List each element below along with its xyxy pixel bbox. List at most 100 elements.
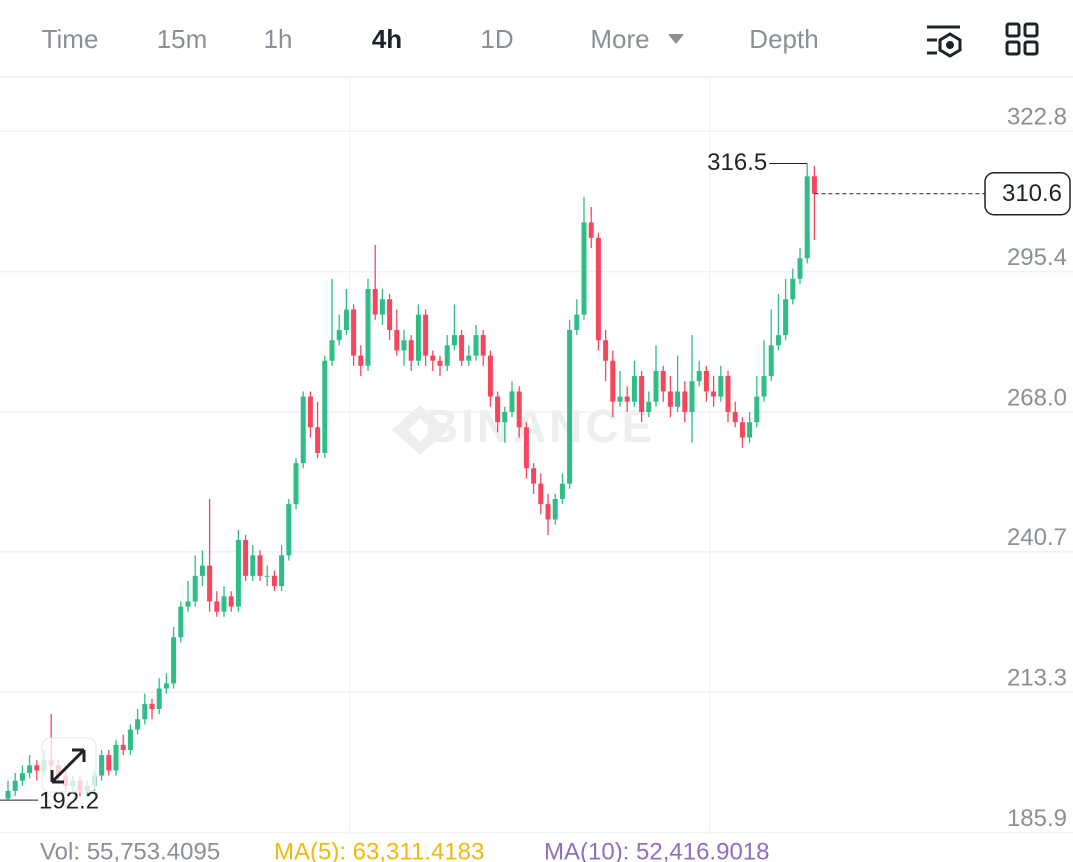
candle-body <box>574 314 580 330</box>
candle-body <box>243 539 249 576</box>
candle-body <box>516 391 522 428</box>
candle-body <box>480 335 486 356</box>
candle-body <box>451 335 457 346</box>
candle-body <box>235 539 241 607</box>
candle-body <box>739 422 745 438</box>
candle-body <box>754 396 760 423</box>
candle-body <box>257 555 263 576</box>
expand-button[interactable] <box>41 737 97 793</box>
last-price-box <box>984 172 1071 216</box>
candle-body <box>653 370 659 402</box>
candle-body <box>34 765 40 771</box>
last-price-label: 310.6 <box>1002 180 1062 207</box>
candle-body <box>675 391 681 407</box>
candle-body <box>732 411 738 423</box>
candle-body <box>495 396 501 423</box>
max-label: 316.5 <box>707 149 767 176</box>
tab[interactable]: More <box>590 24 649 54</box>
candle-body <box>610 360 616 402</box>
tabs: Time 15m 1h 4h 1D More Depth <box>42 24 819 54</box>
candle-body <box>761 376 767 397</box>
candle-body <box>250 555 256 576</box>
candle-body <box>228 596 234 607</box>
candle-body <box>19 773 25 781</box>
candle-body <box>351 309 357 356</box>
indicator: MA(5): 63,311.4183 <box>274 838 484 862</box>
candle-body <box>171 637 177 684</box>
candle-body <box>646 401 652 412</box>
candle-body <box>703 370 709 392</box>
candle-body <box>617 396 623 402</box>
layout-icon[interactable] <box>1005 22 1039 56</box>
candle-body <box>415 314 421 361</box>
candle-body <box>660 370 666 392</box>
settings-icon[interactable] <box>927 25 962 58</box>
candle-body <box>120 744 126 750</box>
candle-body <box>487 355 493 397</box>
candle-body <box>775 335 781 346</box>
candle-body <box>444 345 450 366</box>
candle-body <box>199 565 205 576</box>
tab[interactable]: 4h <box>372 24 402 54</box>
candle-body <box>423 314 429 356</box>
candle-body <box>12 780 18 791</box>
y-tick-label: 322.8 <box>1007 104 1067 131</box>
more-caret <box>668 34 684 44</box>
candle-body <box>747 422 753 438</box>
candle-body <box>99 755 105 776</box>
candle-body <box>307 396 313 428</box>
candle-body <box>394 329 400 351</box>
y-tick-label: 268.0 <box>1007 384 1067 411</box>
candle-body <box>718 376 724 397</box>
tab[interactable]: 1D <box>480 24 513 54</box>
candle-body <box>797 258 803 279</box>
candle-body <box>214 601 220 612</box>
candle-body <box>336 329 342 341</box>
candle-body <box>408 340 414 361</box>
candle-body <box>538 483 544 505</box>
y-tick-label: 295.4 <box>1007 244 1067 271</box>
candle-body <box>603 340 609 361</box>
candle-body <box>142 703 148 720</box>
candle-body <box>329 340 335 361</box>
tab[interactable]: Time <box>42 24 99 54</box>
candle-body <box>185 601 191 607</box>
candle-body <box>466 355 472 361</box>
y-tick-label: 240.7 <box>1007 524 1067 551</box>
candle-body <box>725 376 731 412</box>
candle-body <box>559 483 565 500</box>
candle-body <box>552 499 558 520</box>
candle-body <box>358 355 364 366</box>
candle-body <box>531 468 537 484</box>
candle-body <box>783 299 789 336</box>
candle-body <box>192 575 198 602</box>
candle-body <box>27 765 33 774</box>
candle-body <box>279 555 285 587</box>
candle-body <box>667 391 673 407</box>
candle-body <box>365 289 371 366</box>
candle-body <box>149 703 155 710</box>
candle-body <box>595 237 601 341</box>
tab[interactable]: Depth <box>749 24 818 54</box>
candle-body <box>811 176 817 194</box>
tab[interactable]: 15m <box>157 24 208 54</box>
candle-body <box>264 575 270 577</box>
y-tick-label: 213.3 <box>1007 664 1067 691</box>
indicators: Vol: 55,753.4095 MA(5): 63,311.4183 MA(10)… <box>40 838 769 862</box>
candle-body <box>588 222 594 238</box>
candle-body <box>135 719 141 730</box>
candle-body <box>689 381 695 412</box>
candle-body <box>293 463 299 505</box>
candle-body <box>113 744 119 771</box>
candle-body <box>804 176 810 259</box>
candle-body <box>387 299 393 330</box>
tab[interactable]: 1h <box>264 24 293 54</box>
candle-body <box>343 309 349 330</box>
candle-body <box>437 360 443 366</box>
candle-body <box>178 606 184 638</box>
candle-body <box>523 427 529 469</box>
candle-body <box>322 360 328 453</box>
candle-body <box>639 376 645 412</box>
